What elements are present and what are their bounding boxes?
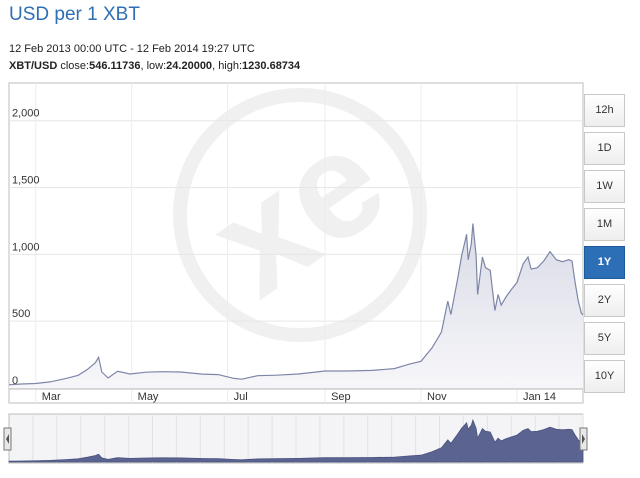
y-tick-label: 2,000 xyxy=(12,108,40,120)
chart-title: USD per 1 XBT xyxy=(9,4,140,25)
x-tick-label: Mar xyxy=(42,391,61,403)
range-button-12h[interactable]: 12h xyxy=(584,94,625,127)
low-label: low: xyxy=(146,60,167,72)
range-button-10y[interactable]: 10Y xyxy=(584,360,625,393)
high-label: high: xyxy=(218,60,243,72)
close-label: close: xyxy=(60,60,90,72)
price-line xyxy=(8,223,584,386)
navigator[interactable] xyxy=(3,413,588,464)
price-area xyxy=(9,223,583,388)
y-tick-label: 1,500 xyxy=(12,175,40,187)
range-button-1d[interactable]: 1D xyxy=(584,132,625,165)
range-button-1y[interactable]: 1Y xyxy=(584,246,625,279)
y-tick-label: 0 xyxy=(12,375,18,387)
low-value: 24.20000 xyxy=(166,60,213,72)
watermark-logo: xe xyxy=(173,88,427,342)
x-axis: Mar May Jul Sep Nov Jan 14 xyxy=(42,391,556,403)
price-stats: XBT/USD close:546.11736, low:24.20000, h… xyxy=(9,60,301,72)
pair-label: XBT/USD xyxy=(9,60,58,72)
navigator-handle-left-icon xyxy=(6,434,9,444)
navigator-handle-right-icon xyxy=(582,434,585,444)
navigator-area xyxy=(8,418,584,463)
range-button-1m[interactable]: 1M xyxy=(584,208,625,241)
range-button-1w[interactable]: 1W xyxy=(584,170,625,203)
x-tick-label: Sep xyxy=(331,391,351,403)
high-value: 1230.68734 xyxy=(242,60,301,72)
y-tick-label: 500 xyxy=(12,308,30,320)
y-axis: 0 500 1,000 1,500 2,000 xyxy=(12,108,40,387)
close-value: 546.11736 xyxy=(89,60,141,72)
y-tick-label: 1,000 xyxy=(12,241,40,253)
x-tick-label: Nov xyxy=(427,391,447,403)
range-button-5y[interactable]: 5Y xyxy=(584,322,625,355)
x-tick-label: May xyxy=(138,391,159,403)
x-tick-label: Jul xyxy=(234,391,248,403)
range-button-2y[interactable]: 2Y xyxy=(584,284,625,317)
date-range: 12 Feb 2013 00:00 UTC - 12 Feb 2014 19:2… xyxy=(9,43,255,55)
x-tick-label: Jan 14 xyxy=(523,391,556,403)
